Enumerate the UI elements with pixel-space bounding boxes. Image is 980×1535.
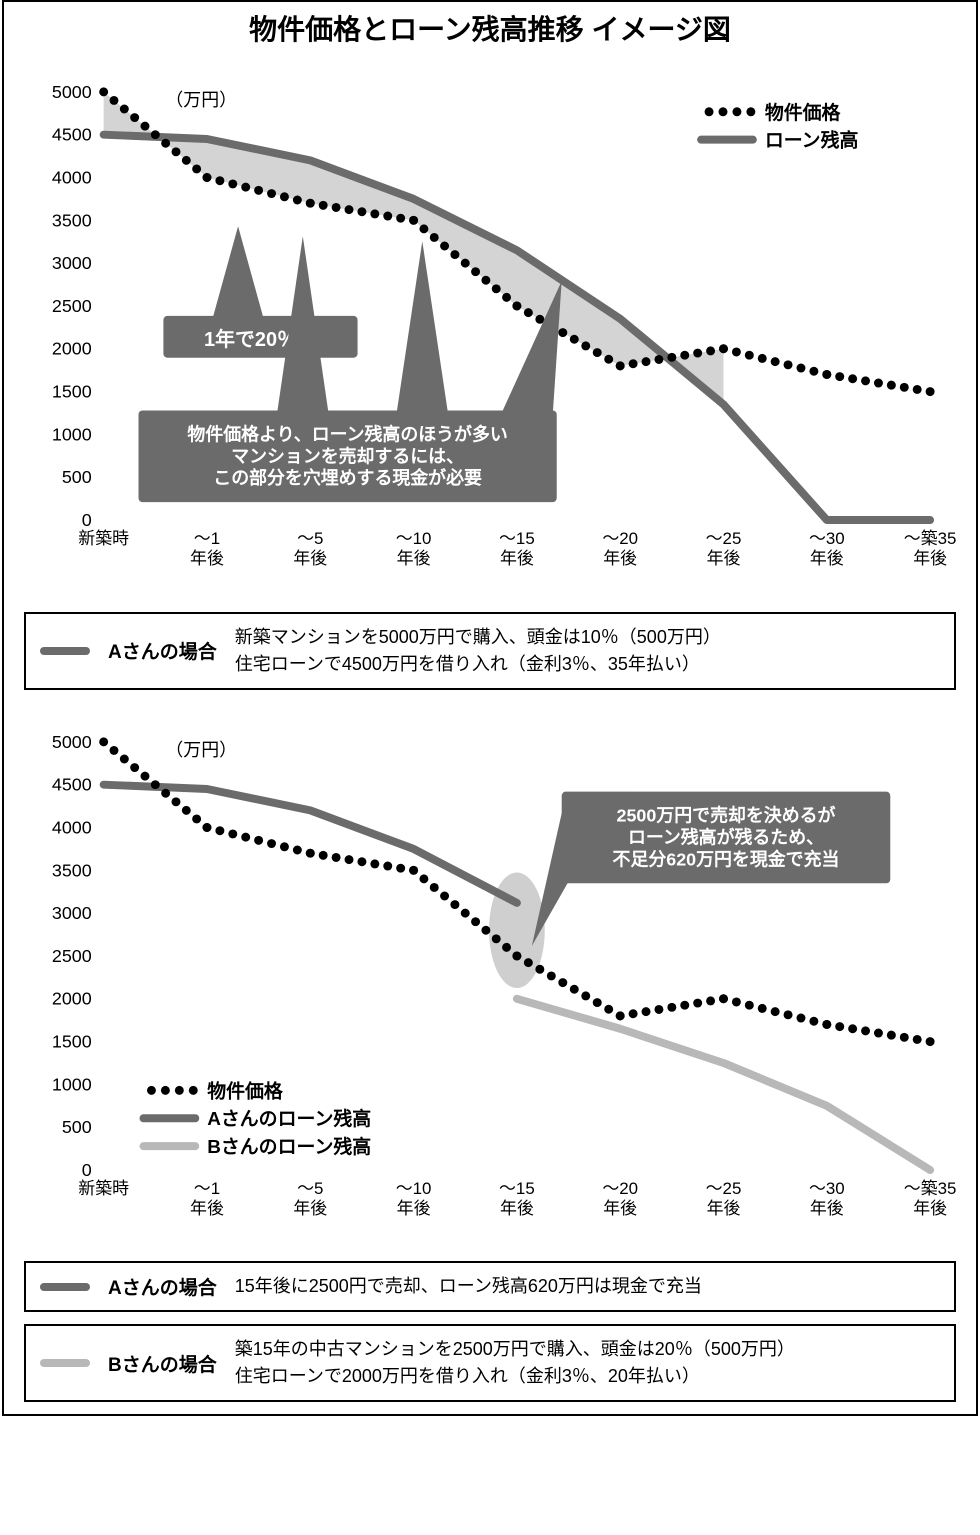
svg-text:年後: 年後 xyxy=(500,1199,534,1218)
figure-title: 物件価格とローン残高推移 イメージ図 xyxy=(4,2,976,52)
svg-text:年後: 年後 xyxy=(913,549,947,568)
svg-text:～25: ～25 xyxy=(706,1179,742,1198)
svg-text:1000: 1000 xyxy=(52,1074,92,1094)
svg-text:この部分を穴埋めする現金が必要: この部分を穴埋めする現金が必要 xyxy=(213,467,482,488)
svg-text:～1: ～1 xyxy=(194,1179,220,1198)
svg-text:2500万円で売却を決めるが: 2500万円で売却を決めるが xyxy=(617,804,836,825)
svg-text:～30: ～30 xyxy=(809,1179,845,1198)
svg-text:2000: 2000 xyxy=(52,988,92,1008)
svg-text:（万円）: （万円） xyxy=(165,90,237,110)
svg-text:2500: 2500 xyxy=(52,946,92,966)
svg-text:4500: 4500 xyxy=(52,125,92,145)
figure-frame: 物件価格とローン残高推移 イメージ図 0 500 1000 1500 2000 2500 3… xyxy=(2,0,978,1416)
svg-text:年後: 年後 xyxy=(293,1199,327,1218)
svg-text:1500: 1500 xyxy=(52,1031,92,1051)
svg-text:年後: 年後 xyxy=(397,1199,431,1218)
svg-text:物件価格より、ローン残高のほうが多い: 物件価格より、ローン残高のほうが多い xyxy=(187,423,507,444)
svg-text:3500: 3500 xyxy=(52,210,92,230)
svg-text:2000: 2000 xyxy=(52,339,92,359)
svg-text:（万円）: （万円） xyxy=(165,739,237,759)
svg-text:～20: ～20 xyxy=(602,1179,638,1198)
svg-text:年後: 年後 xyxy=(603,1199,637,1218)
info-label: Aさんの場合 xyxy=(108,637,217,664)
svg-text:500: 500 xyxy=(62,1117,92,1137)
svg-text:新築時: 新築時 xyxy=(78,529,129,548)
chart-2-svg: 0 500 1000 1500 2000 2500 3000 3500 4000 4500 5000… xyxy=(24,712,956,1250)
svg-text:物件価格: 物件価格 xyxy=(207,1079,284,1102)
svg-text:5000: 5000 xyxy=(52,732,92,752)
svg-text:～築35: ～築35 xyxy=(904,1179,956,1198)
svg-text:～5: ～5 xyxy=(297,1179,323,1198)
svg-text:～20: ～20 xyxy=(602,529,638,548)
svg-text:～30: ～30 xyxy=(809,529,845,548)
svg-text:3000: 3000 xyxy=(52,903,92,923)
svg-text:年後: 年後 xyxy=(397,549,431,568)
svg-text:4000: 4000 xyxy=(52,167,92,187)
svg-text:マンションを売却するには、: マンションを売却するには、 xyxy=(231,445,464,466)
info-text: 新築マンションを5000万円で購入、頭金は10％（500万円）住宅ローンで450… xyxy=(235,624,721,678)
svg-text:～15: ～15 xyxy=(499,1179,535,1198)
svg-text:～1: ～1 xyxy=(194,529,220,548)
info-box-b: Bさんの場合 築15年の中古マンションを2500万円で購入、頭金は20％（500… xyxy=(24,1324,956,1402)
info-label: Bさんの場合 xyxy=(108,1350,217,1377)
svg-text:新築時: 新築時 xyxy=(78,1179,129,1198)
svg-text:年後: 年後 xyxy=(707,549,741,568)
info-label: Aさんの場合 xyxy=(108,1273,217,1300)
svg-text:4500: 4500 xyxy=(52,774,92,794)
svg-text:～築35: ～築35 xyxy=(904,529,956,548)
svg-text:～15: ～15 xyxy=(499,529,535,548)
svg-text:年後: 年後 xyxy=(190,549,224,568)
svg-text:1500: 1500 xyxy=(52,382,92,402)
svg-text:不足分620万円を現金で充当: 不足分620万円を現金で充当 xyxy=(613,848,840,869)
svg-text:0: 0 xyxy=(82,1160,92,1180)
swatch-icon xyxy=(40,1359,90,1367)
svg-text:2500: 2500 xyxy=(52,296,92,316)
svg-text:0: 0 xyxy=(82,510,92,530)
svg-text:年後: 年後 xyxy=(707,1199,741,1218)
swatch-icon xyxy=(40,647,90,655)
chart-1: 0 500 1000 1500 2000 2500 3000 3500 4000 4500 5000… xyxy=(4,52,976,606)
svg-text:年後: 年後 xyxy=(190,1199,224,1218)
svg-text:年後: 年後 xyxy=(810,1199,844,1218)
svg-text:～25: ～25 xyxy=(706,529,742,548)
svg-text:年後: 年後 xyxy=(603,549,637,568)
svg-text:5000: 5000 xyxy=(52,82,92,102)
svg-text:500: 500 xyxy=(62,467,92,487)
chart-2: 0 500 1000 1500 2000 2500 3000 3500 4000 4500 5000… xyxy=(4,702,976,1256)
svg-text:年後: 年後 xyxy=(500,549,534,568)
svg-text:4000: 4000 xyxy=(52,817,92,837)
svg-text:物件価格: 物件価格 xyxy=(765,101,842,124)
svg-text:～10: ～10 xyxy=(396,529,432,548)
svg-text:Bさんのローン残高: Bさんのローン残高 xyxy=(207,1135,371,1158)
info-text: 築15年の中古マンションを2500万円で購入、頭金は20％（500万円）住宅ロー… xyxy=(235,1336,795,1390)
svg-text:3500: 3500 xyxy=(52,860,92,880)
svg-text:Aさんのローン残高: Aさんのローン残高 xyxy=(207,1107,371,1130)
swatch-icon xyxy=(40,1283,90,1291)
svg-text:1000: 1000 xyxy=(52,424,92,444)
svg-text:年後: 年後 xyxy=(293,549,327,568)
svg-text:～5: ～5 xyxy=(297,529,323,548)
svg-text:年後: 年後 xyxy=(810,549,844,568)
chart-1-svg: 0 500 1000 1500 2000 2500 3000 3500 4000 4500 5000… xyxy=(24,62,956,600)
svg-text:～10: ～10 xyxy=(396,1179,432,1198)
info-box-a2: Aさんの場合 15年後に2500円で売却、ローン残高620万円は現金で充当 xyxy=(24,1261,956,1312)
svg-text:ローン残高: ローン残高 xyxy=(765,129,859,152)
svg-text:年後: 年後 xyxy=(913,1199,947,1218)
info-text: 15年後に2500円で売却、ローン残高620万円は現金で充当 xyxy=(235,1273,702,1300)
info-box-a1: Aさんの場合 新築マンションを5000万円で購入、頭金は10％（500万円）住宅… xyxy=(24,612,956,690)
svg-text:3000: 3000 xyxy=(52,253,92,273)
svg-text:ローン残高が残るため、: ローン残高が残るため、 xyxy=(628,826,824,847)
